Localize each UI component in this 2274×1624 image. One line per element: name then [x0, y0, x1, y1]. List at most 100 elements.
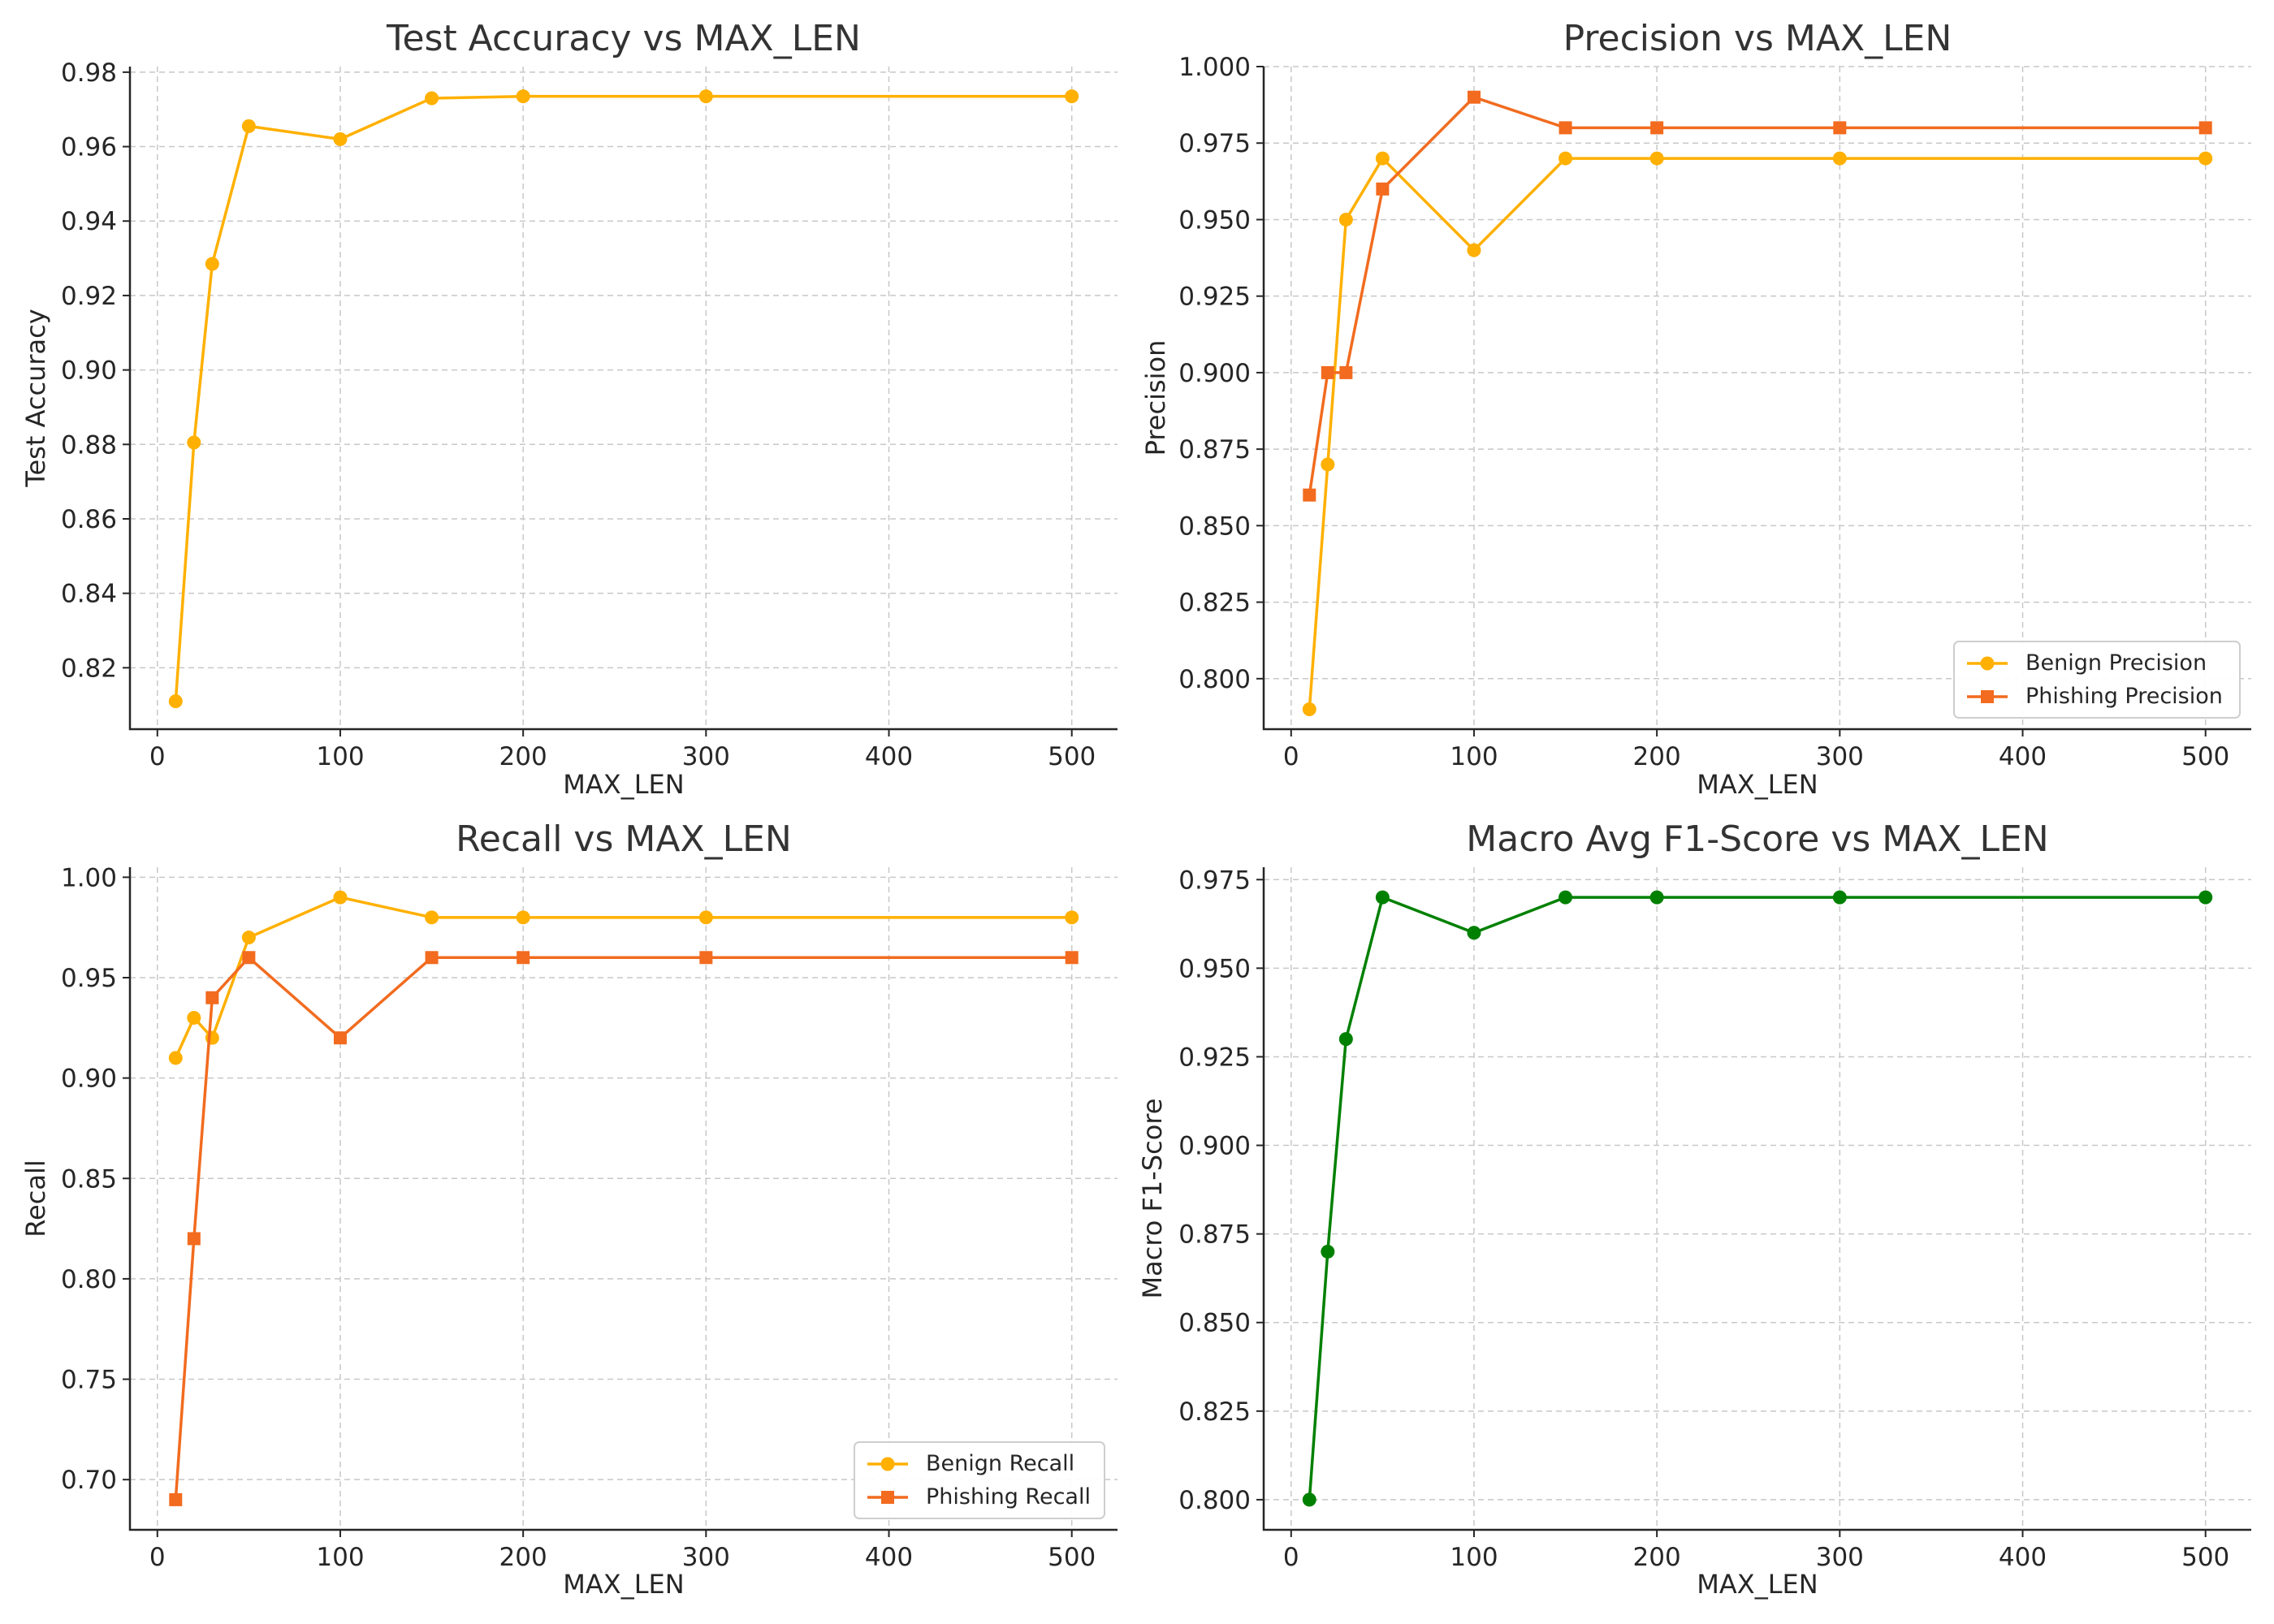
y-tick-label: 0.800 [1178, 665, 1251, 694]
y-axis-label: Test Accuracy [20, 309, 51, 487]
data-point [1649, 151, 1664, 166]
legend-label: Phishing Precision [2025, 684, 2223, 709]
x-tick-label: 400 [865, 742, 913, 771]
y-tick-label: 0.96 [61, 133, 117, 162]
data-point [1065, 951, 1079, 965]
x-tick-label: 300 [1816, 742, 1864, 771]
x-tick-label: 300 [1816, 1543, 1864, 1572]
axes-spines [1262, 67, 2251, 731]
axis-spine [128, 67, 1118, 731]
x-axis-label: MAX_LEN [563, 769, 684, 800]
legend-label: Benign Precision [2025, 650, 2207, 676]
data-point [241, 931, 256, 945]
y-tick-label: 0.94 [61, 207, 117, 236]
x-tick-label: 100 [316, 1543, 364, 1572]
y-tick-label: 0.92 [61, 282, 117, 311]
x-tick-label: 500 [2181, 742, 2229, 771]
y-tick-label: 0.75 [61, 1366, 117, 1395]
data-point [187, 1232, 201, 1246]
x-tick-label: 500 [1048, 742, 1096, 771]
x-tick-label: 300 [682, 742, 730, 771]
x-axis-ticks: 0 100 200 300 400 500 [1283, 1530, 2229, 1572]
x-tick-label: 400 [1999, 1543, 2047, 1572]
y-tick-label: 0.86 [61, 505, 117, 534]
x-tick-label: 200 [499, 742, 547, 771]
x-tick-label: 100 [316, 742, 364, 771]
y-tick-label: 0.95 [61, 964, 117, 993]
data-point [1338, 1032, 1353, 1047]
data-point [1832, 151, 1847, 166]
data-point [1649, 890, 1664, 905]
plot-area [1302, 890, 2213, 1507]
data-point [1375, 890, 1390, 905]
x-tick-label: 500 [1048, 1543, 1096, 1572]
data-point [1303, 488, 1316, 502]
gridlines [1264, 66, 2251, 729]
plot-area [168, 89, 1079, 709]
legend: Benign Recall Phishing Recall [854, 1441, 1105, 1519]
data-point [205, 991, 219, 1004]
y-tick-label: 1.00 [61, 863, 117, 892]
accuracy-subplot: Test Accuracy vs MAX_LEN MAX_LEN Test Ac… [20, 18, 1118, 800]
data-point [241, 119, 256, 133]
f1-subplot: Macro Avg F1-Score vs MAX_LEN MAX_LEN Ma… [1137, 818, 2251, 1600]
data-point [333, 890, 348, 905]
y-tick-label: 0.925 [1178, 1043, 1251, 1072]
y-tick-label: 0.825 [1178, 1397, 1251, 1427]
data-point [1302, 1492, 1316, 1507]
data-point [1338, 212, 1353, 227]
axes-spines [1262, 867, 2251, 1531]
data-point [698, 910, 713, 925]
x-axis-label: MAX_LEN [1697, 769, 1818, 800]
x-tick-label: 0 [1283, 742, 1299, 771]
data-point [1339, 365, 1353, 379]
legend-marker [881, 1491, 894, 1504]
data-point [517, 951, 530, 965]
legend: Benign Precision Phishing Precision [1953, 641, 2241, 719]
data-point [2198, 121, 2212, 135]
data-point [699, 951, 713, 965]
x-axis-label: MAX_LEN [563, 1569, 684, 1600]
axis-spine [1262, 67, 2251, 731]
x-axis-ticks: 0 100 200 300 400 500 [149, 1530, 1096, 1572]
y-tick-label: 0.850 [1178, 512, 1251, 541]
y-axis-label: Precision [1140, 340, 1171, 456]
data-point [1467, 243, 1481, 257]
data-point [187, 1010, 201, 1025]
y-tick-label: 0.90 [61, 1065, 117, 1094]
x-tick-label: 200 [1633, 742, 1681, 771]
plot-area [1302, 90, 2213, 717]
x-axis-label: MAX_LEN [1697, 1569, 1818, 1600]
data-point [1467, 926, 1481, 940]
x-tick-label: 200 [1633, 1543, 1681, 1572]
x-tick-label: 400 [1999, 742, 2047, 771]
data-point [205, 257, 219, 271]
axis-spine [128, 867, 1118, 1531]
data-point [1065, 89, 1079, 104]
data-point [187, 435, 201, 450]
y-tick-label: 0.90 [61, 356, 117, 386]
data-point [516, 910, 530, 925]
x-axis-ticks: 0 100 200 300 400 500 [1283, 729, 2229, 771]
chart-title: Precision vs MAX_LEN [1563, 18, 1952, 59]
x-tick-label: 100 [1450, 1543, 1498, 1572]
legend-label: Benign Recall [926, 1451, 1074, 1476]
y-tick-label: 0.88 [61, 430, 117, 460]
data-point [1321, 365, 1334, 379]
legend-frame [854, 1441, 1105, 1519]
data-point [1559, 151, 1573, 166]
data-point [333, 132, 348, 146]
y-tick-label: 0.800 [1178, 1486, 1251, 1515]
y-axis-ticks: 0.800 0.825 0.850 0.875 0.900 0.925 0.950 0.975… [1178, 53, 1264, 694]
data-point [1832, 890, 1847, 905]
y-tick-label: 0.82 [61, 654, 117, 683]
y-tick-label: 0.900 [1178, 359, 1251, 388]
data-point [242, 951, 256, 965]
x-tick-label: 200 [499, 1543, 547, 1572]
gridlines [1264, 867, 2251, 1530]
data-point [169, 1492, 183, 1506]
y-tick-label: 0.950 [1178, 954, 1251, 983]
x-tick-label: 500 [2181, 1543, 2229, 1572]
x-tick-label: 0 [1283, 1543, 1299, 1572]
